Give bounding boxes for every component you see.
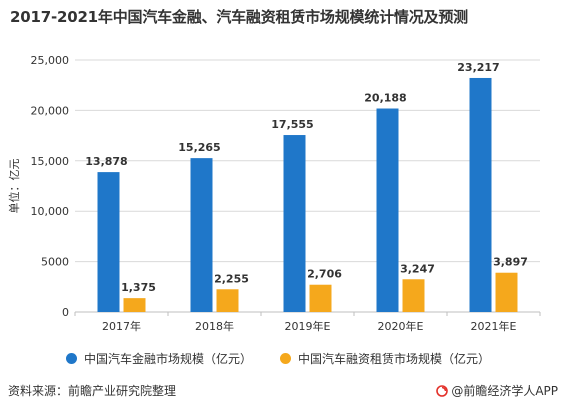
bars xyxy=(97,77,518,312)
x-tick-label: 2020年E xyxy=(378,319,424,333)
legend-label-finance-leasing: 中国汽车融资租赁市场规模（亿元） xyxy=(298,351,491,366)
data-label: 2,706 xyxy=(307,268,342,281)
footer: 资料来源：前瞻产业研究院整理 @前瞻经济学人APP xyxy=(0,378,564,406)
bar-finance-leasing xyxy=(495,272,518,312)
data-label: 13,878 xyxy=(85,155,127,168)
legend-swatch-orange xyxy=(280,352,291,364)
bar-auto-finance xyxy=(190,158,213,312)
data-label: 1,375 xyxy=(121,281,156,294)
bar-auto-finance xyxy=(283,135,306,312)
gridlines xyxy=(75,59,540,263)
x-tick-label: 2017年 xyxy=(102,319,141,333)
y-axis-title: 单位：亿元 xyxy=(7,159,21,214)
y-tick-label: 0 xyxy=(62,306,69,319)
x-tick-label: 2018年 xyxy=(195,319,234,333)
legend-swatch-blue xyxy=(66,352,77,364)
data-label: 3,897 xyxy=(493,256,528,269)
data-label: 23,217 xyxy=(457,61,499,74)
brand-credit: @前瞻经济学人APP xyxy=(436,382,558,399)
bar-auto-finance xyxy=(97,172,120,312)
data-label: 15,265 xyxy=(178,141,220,154)
bar-finance-leasing xyxy=(402,279,425,312)
bar-finance-leasing xyxy=(123,298,146,312)
legend-label-auto-finance: 中国汽车金融市场规模（亿元） xyxy=(84,351,253,366)
data-labels: 13,878 15,265 17,555 20,188 23,217 1,375 2,255… xyxy=(85,61,528,294)
data-label: 20,188 xyxy=(364,92,406,105)
legend-item-finance-leasing: 中国汽车融资租赁市场规模（亿元） xyxy=(280,346,490,370)
y-tick-label: 15,000 xyxy=(31,155,70,168)
legend-item-auto-finance: 中国汽车金融市场规模（亿元） xyxy=(66,346,252,370)
brand-label: @前瞻经济学人APP xyxy=(451,384,558,398)
data-label: 3,247 xyxy=(400,262,435,275)
data-label: 2,255 xyxy=(214,272,249,285)
legend: 中国汽车金融市场规模（亿元） 中国汽车融资租赁市场规模（亿元） xyxy=(0,346,564,370)
axes: 0 5000 10,000 15,000 20,000 25,000 单位：亿元 2017年 2… xyxy=(7,54,541,333)
y-tick-label: 25,000 xyxy=(31,54,70,67)
y-tick-label: 5000 xyxy=(41,256,69,269)
bar-chart: 0 5000 10,000 15,000 20,000 25,000 单位：亿元 2017年 2… xyxy=(7,54,541,333)
chart-title: 2017-2021年中国汽车金融、汽车融资租赁市场规模统计情况及预测 xyxy=(10,8,468,26)
y-tick-label: 10,000 xyxy=(31,205,70,218)
data-label: 17,555 xyxy=(271,118,313,131)
x-tick-label: 2019年E xyxy=(285,319,331,333)
swirl-logo-icon xyxy=(436,384,449,397)
bar-auto-finance xyxy=(376,108,399,312)
bar-finance-leasing xyxy=(309,284,332,312)
bar-finance-leasing xyxy=(216,289,239,312)
y-tick-label: 20,000 xyxy=(31,104,70,117)
source-note: 资料来源：前瞻产业研究院整理 xyxy=(8,384,177,398)
x-tick-label: 2021年E xyxy=(471,319,517,333)
bar-auto-finance xyxy=(469,77,492,312)
